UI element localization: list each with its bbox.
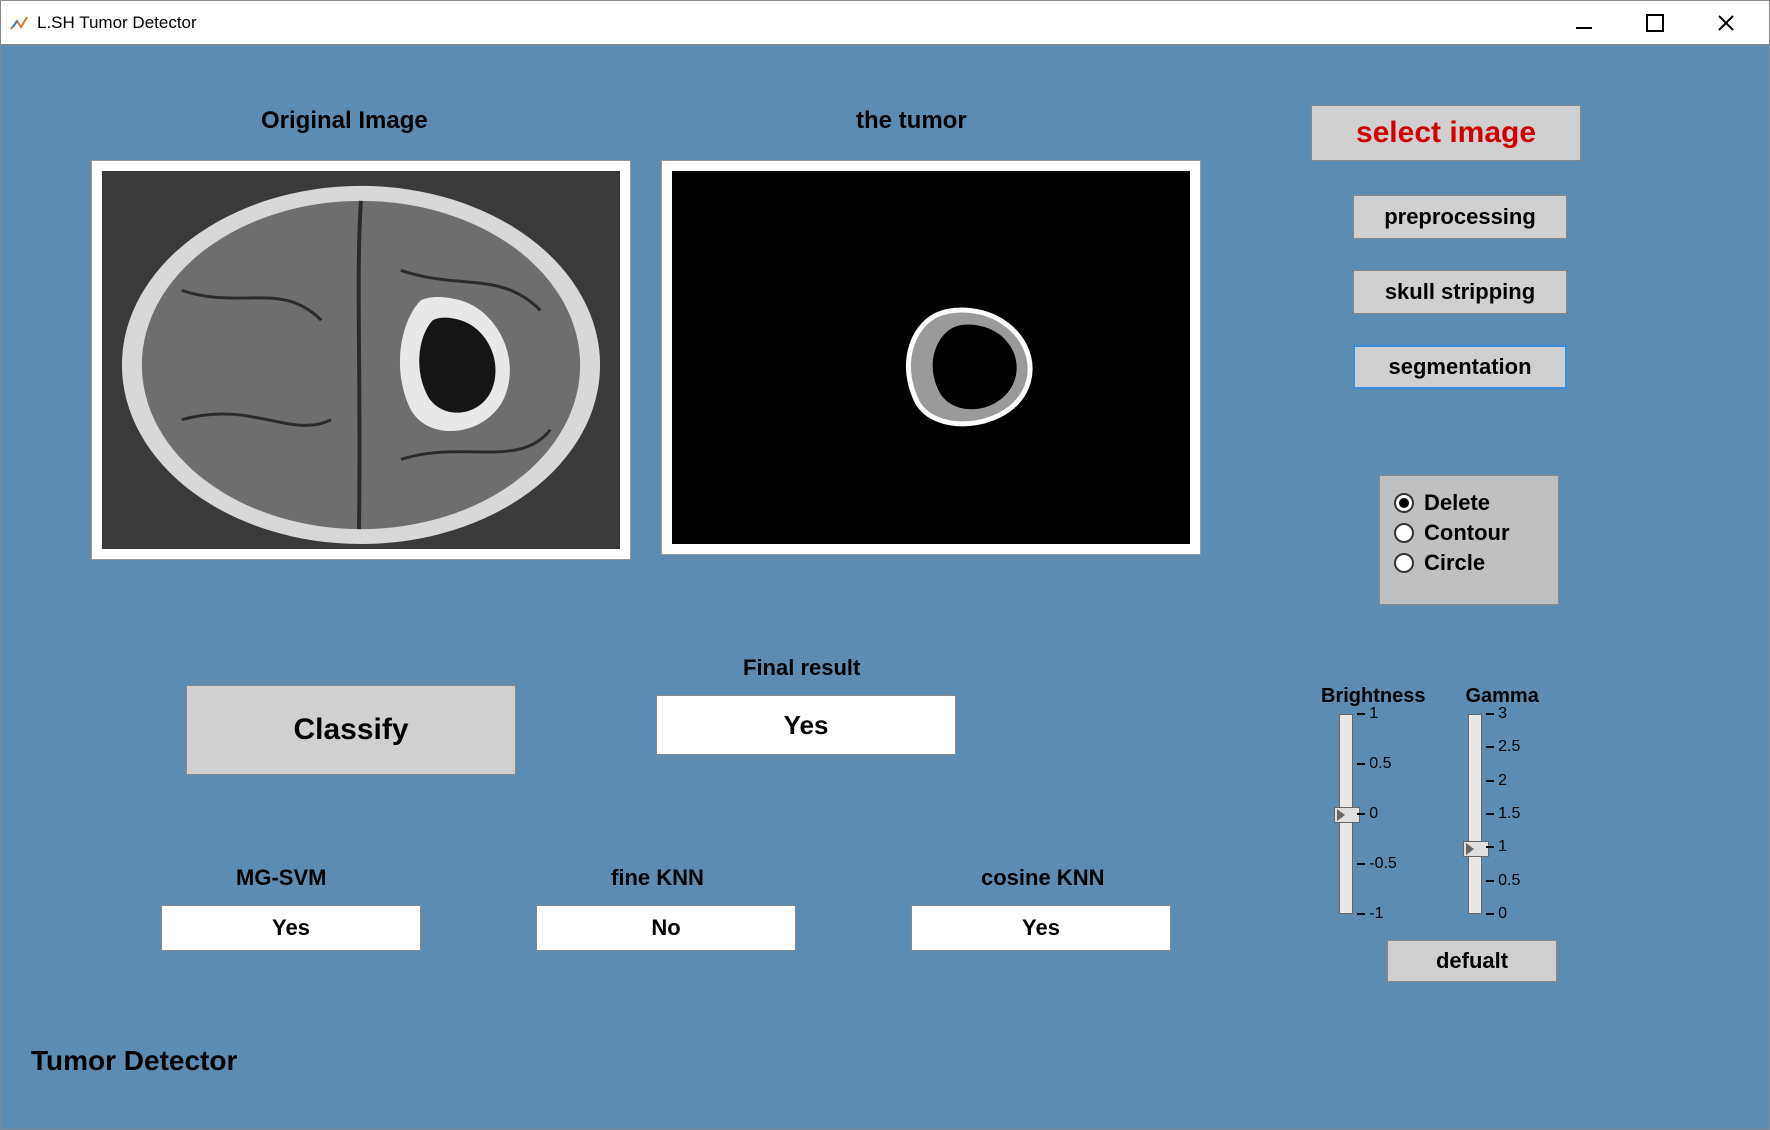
matlab-icon	[9, 13, 29, 33]
gamma-slider-col: Gamma 3 2.5 2 1.5 1 0.5 0	[1465, 685, 1538, 914]
radio-contour[interactable]: Contour	[1394, 520, 1544, 546]
original-image-frame	[91, 160, 631, 560]
gamma-slider[interactable]	[1468, 714, 1482, 914]
tumor-image	[672, 171, 1190, 544]
skull-stripping-button[interactable]: skull stripping	[1353, 270, 1567, 314]
radio-icon	[1394, 523, 1414, 543]
close-button[interactable]	[1698, 5, 1753, 40]
radio-icon	[1394, 493, 1414, 513]
radio-label: Circle	[1424, 550, 1485, 576]
default-button[interactable]: defualt	[1387, 940, 1557, 982]
radio-label: Contour	[1424, 520, 1510, 546]
window-controls	[1548, 5, 1761, 40]
brightness-slider-col: Brightness 1 0.5 0 -0.5 -1	[1321, 685, 1425, 914]
cosine-knn-label: cosine KNN	[981, 865, 1104, 891]
mg-svm-value: Yes	[161, 905, 421, 951]
sliders-panel: Brightness 1 0.5 0 -0.5 -1	[1321, 685, 1539, 914]
brightness-ticks: 1 0.5 0 -0.5 -1	[1357, 714, 1407, 914]
app-window: L.SH Tumor Detector Original Image the t…	[0, 0, 1770, 1130]
minimize-button[interactable]	[1556, 5, 1611, 40]
radio-group: Delete Contour Circle	[1379, 475, 1559, 605]
brightness-slider[interactable]	[1339, 714, 1353, 914]
tumor-image-frame	[661, 160, 1201, 555]
main-panel: Original Image the tumor	[1, 45, 1769, 1129]
cosine-knn-value: Yes	[911, 905, 1171, 951]
radio-icon	[1394, 553, 1414, 573]
mg-svm-label: MG-SVM	[236, 865, 326, 891]
radio-circle[interactable]: Circle	[1394, 550, 1544, 576]
select-image-button[interactable]: select image	[1311, 105, 1581, 161]
segmentation-button[interactable]: segmentation	[1353, 345, 1567, 389]
original-image-label: Original Image	[261, 107, 428, 135]
radio-delete[interactable]: Delete	[1394, 490, 1544, 516]
footer-label: Tumor Detector	[31, 1045, 237, 1077]
final-result-value: Yes	[656, 695, 956, 755]
preprocessing-button[interactable]: preprocessing	[1353, 195, 1567, 239]
original-image	[102, 171, 620, 549]
fine-knn-label: fine KNN	[611, 865, 704, 891]
window-title: L.SH Tumor Detector	[37, 13, 1548, 33]
tumor-label: the tumor	[856, 107, 967, 135]
radio-label: Delete	[1424, 490, 1490, 516]
gamma-ticks: 3 2.5 2 1.5 1 0.5 0	[1486, 714, 1536, 914]
title-bar: L.SH Tumor Detector	[1, 1, 1769, 45]
maximize-button[interactable]	[1627, 5, 1682, 40]
classify-button[interactable]: Classify	[186, 685, 516, 775]
final-result-label: Final result	[743, 655, 860, 681]
fine-knn-value: No	[536, 905, 796, 951]
